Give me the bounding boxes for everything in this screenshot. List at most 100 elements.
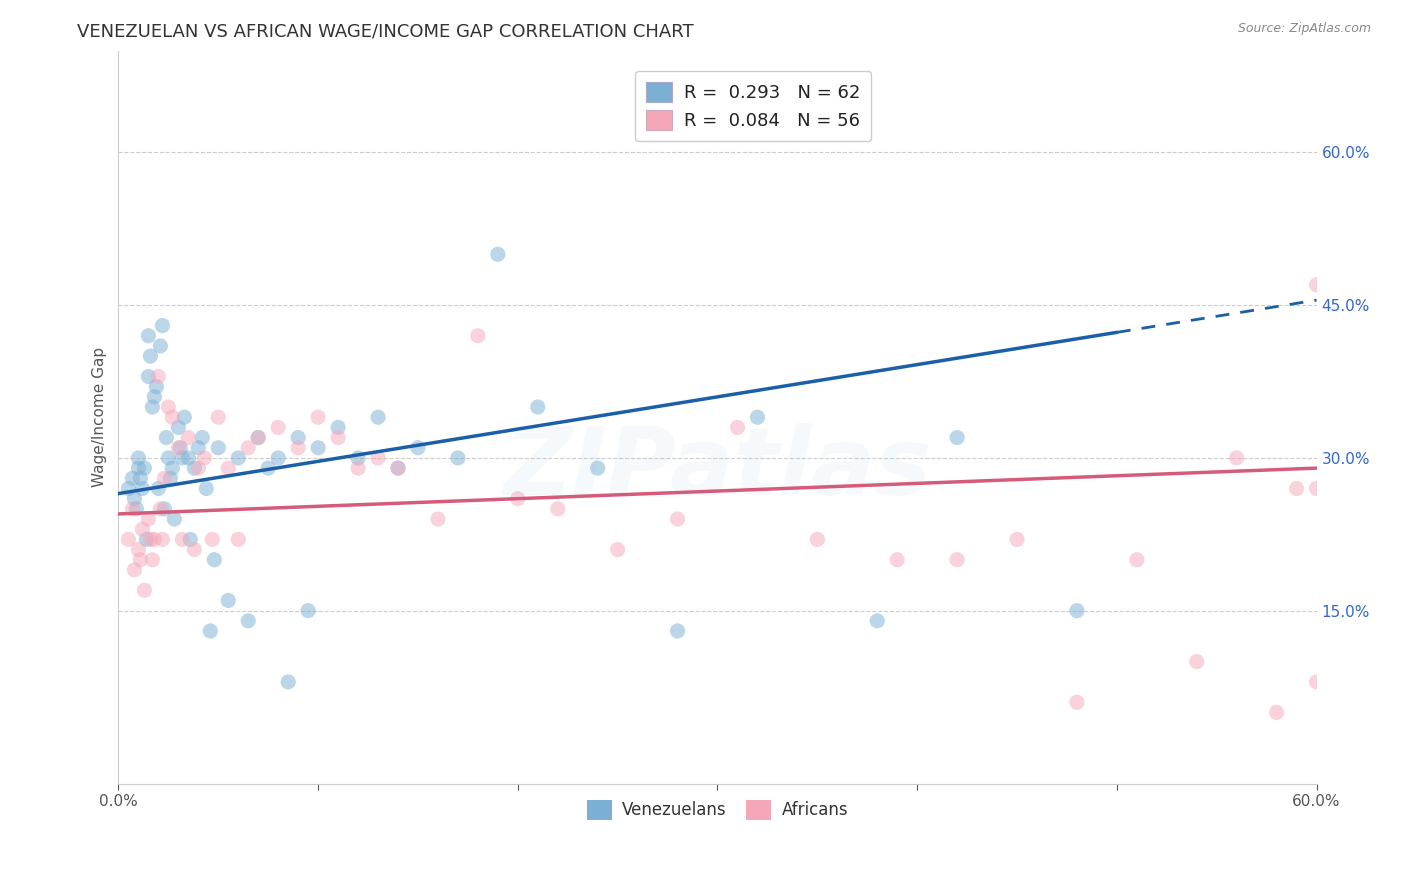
Point (131, 482, 153, 496)
Point (367, 450, 389, 465)
Point (149, 339, 172, 353)
Point (138, 369, 160, 384)
Point (127, 542, 149, 557)
Point (257, 461, 280, 475)
Point (347, 461, 370, 475)
Point (426, 512, 449, 526)
Legend: Venezuelans, Africans: Venezuelans, Africans (581, 793, 855, 827)
Point (195, 482, 218, 496)
Point (267, 450, 290, 465)
Point (238, 441, 260, 455)
Point (1066, 695, 1088, 709)
Point (367, 410, 389, 425)
Point (1305, 277, 1327, 292)
Point (139, 533, 162, 547)
Point (162, 410, 184, 425)
Point (727, 420, 749, 434)
Point (127, 461, 149, 475)
Point (467, 328, 489, 343)
Point (226, 533, 249, 547)
Point (187, 461, 209, 475)
Point (866, 614, 889, 628)
Point (547, 501, 569, 516)
Point (150, 318, 173, 333)
Point (117, 533, 139, 547)
Point (747, 410, 769, 425)
Point (127, 450, 149, 465)
Point (150, 533, 173, 547)
Point (247, 431, 270, 445)
Point (191, 431, 214, 445)
Point (131, 522, 153, 536)
Y-axis label: Wage/Income Gap: Wage/Income Gap (93, 347, 107, 487)
Point (666, 624, 689, 638)
Point (1066, 604, 1088, 618)
Point (134, 583, 156, 598)
Point (326, 431, 349, 445)
Point (141, 553, 163, 567)
Point (153, 471, 176, 485)
Point (946, 553, 969, 567)
Point (506, 491, 529, 506)
Point (117, 482, 139, 496)
Point (217, 461, 239, 475)
Point (157, 400, 180, 414)
Point (143, 533, 166, 547)
Point (946, 431, 969, 445)
Point (526, 400, 548, 414)
Point (207, 441, 229, 455)
Point (277, 674, 299, 689)
Point (287, 441, 309, 455)
Point (287, 431, 309, 445)
Point (666, 512, 689, 526)
Point (139, 349, 162, 363)
Point (177, 450, 200, 465)
Point (129, 553, 152, 567)
Point (1185, 655, 1208, 669)
Point (238, 614, 260, 628)
Point (267, 420, 290, 434)
Point (173, 410, 195, 425)
Point (183, 461, 205, 475)
Point (183, 542, 205, 557)
Point (1126, 553, 1149, 567)
Text: Source: ZipAtlas.com: Source: ZipAtlas.com (1237, 22, 1371, 36)
Point (148, 369, 170, 384)
Point (172, 450, 194, 465)
Point (124, 563, 146, 577)
Point (1305, 674, 1327, 689)
Text: ZIPatlas: ZIPatlas (503, 423, 932, 515)
Point (138, 512, 160, 526)
Point (129, 471, 152, 485)
Point (1285, 482, 1308, 496)
Point (167, 441, 190, 455)
Point (134, 461, 156, 475)
Point (226, 450, 249, 465)
Point (172, 533, 194, 547)
Point (406, 441, 429, 455)
Point (155, 431, 177, 445)
Point (167, 420, 190, 434)
Point (162, 461, 184, 475)
Point (169, 441, 191, 455)
Point (138, 328, 160, 343)
Point (387, 461, 409, 475)
Point (143, 390, 166, 404)
Point (153, 501, 176, 516)
Point (201, 533, 224, 547)
Point (307, 410, 329, 425)
Point (307, 441, 329, 455)
Point (247, 431, 270, 445)
Point (606, 542, 628, 557)
Text: VENEZUELAN VS AFRICAN WAGE/INCOME GAP CORRELATION CHART: VENEZUELAN VS AFRICAN WAGE/INCOME GAP CO… (77, 22, 695, 40)
Point (125, 501, 148, 516)
Point (193, 450, 215, 465)
Point (179, 533, 201, 547)
Point (1265, 706, 1288, 720)
Point (387, 461, 409, 475)
Point (159, 471, 181, 485)
Point (187, 441, 209, 455)
Point (124, 491, 146, 506)
Point (202, 553, 225, 567)
Point (447, 450, 470, 465)
